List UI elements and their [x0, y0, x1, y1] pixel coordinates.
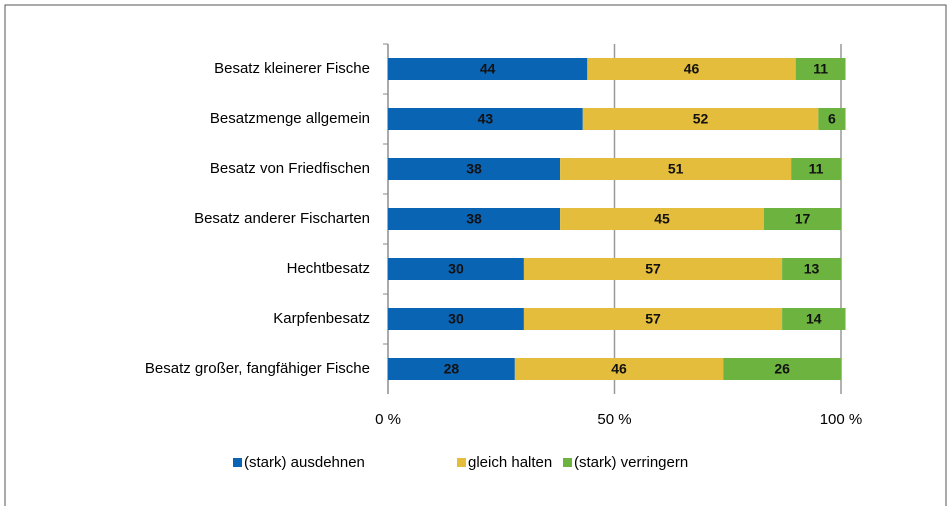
value-label: 46 [611, 361, 627, 377]
y-tick-label: Besatz kleinerer Fische [214, 60, 370, 77]
value-label: 43 [478, 111, 494, 127]
value-label: 13 [804, 261, 820, 277]
x-tick-label: 50 % [597, 411, 631, 428]
legend-swatch [563, 458, 572, 467]
value-label: 17 [795, 211, 811, 227]
bar-segment [782, 258, 841, 280]
value-label: 57 [645, 311, 661, 327]
bar-segment [388, 158, 561, 180]
value-label: 26 [774, 361, 790, 377]
value-label: 28 [444, 361, 460, 377]
bar-segment [523, 258, 783, 280]
value-label: 52 [693, 111, 709, 127]
bar-segment [818, 108, 846, 130]
x-tick-label: 100 % [820, 411, 863, 428]
bar-segment [514, 358, 724, 380]
bar-segment [388, 358, 515, 380]
bar-segment [763, 208, 841, 230]
bar-segment [523, 308, 783, 330]
value-label: 38 [466, 211, 482, 227]
y-tick-label: Hechtbesatz [287, 260, 370, 277]
value-label: 57 [645, 261, 661, 277]
bar-segment [791, 158, 841, 180]
bar-segment [388, 308, 524, 330]
legend-label: (stark) verringern [574, 454, 688, 471]
value-label: 11 [809, 161, 824, 177]
legend-swatch [233, 458, 242, 467]
legend-label: gleich halten [468, 454, 552, 471]
frame [4, 4, 947, 506]
bar-segment [587, 58, 796, 80]
legend-swatch [457, 458, 466, 467]
legend-label: (stark) ausdehnen [244, 454, 365, 471]
value-label: 6 [828, 111, 836, 127]
y-tick-label: Karpfenbesatz [273, 310, 370, 327]
x-tick-label: 0 % [375, 411, 401, 428]
bar-segment [388, 258, 524, 280]
value-label: 46 [684, 61, 700, 77]
bar-segment [582, 108, 819, 130]
value-label: 30 [448, 311, 464, 327]
bar-segment [388, 108, 583, 130]
value-label: 44 [480, 61, 496, 77]
bar-segment [795, 58, 846, 80]
bar-segment [723, 358, 841, 380]
value-label: 51 [668, 161, 684, 177]
value-label: 14 [806, 311, 822, 327]
bar-segment [388, 208, 561, 230]
value-label: 45 [654, 211, 670, 227]
y-tick-label: Besatz großer, fangfähiger Fische [145, 360, 370, 377]
bar-segment [560, 208, 764, 230]
value-label: 38 [466, 161, 482, 177]
y-tick-label: Besatzmenge allgemein [210, 110, 370, 127]
value-label: 11 [813, 61, 828, 77]
value-label: 30 [448, 261, 464, 277]
bar-segment [782, 308, 846, 330]
y-tick-label: Besatz von Friedfischen [210, 160, 370, 177]
bar-segment [388, 58, 588, 80]
y-tick-label: Besatz anderer Fischarten [194, 210, 370, 227]
bar-segment [560, 158, 792, 180]
